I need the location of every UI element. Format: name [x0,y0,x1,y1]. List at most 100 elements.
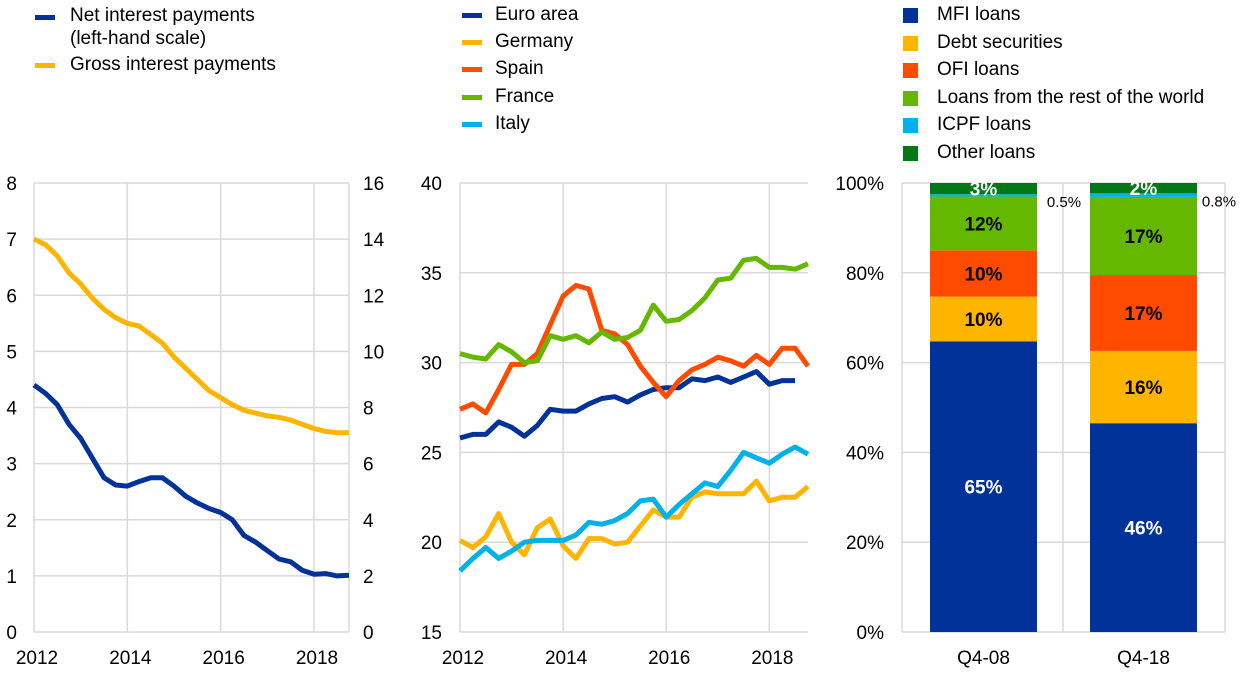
series-line-germany [458,478,810,561]
y-tick-label-left: 8 [6,174,17,195]
legend-item: Euro area [462,5,578,25]
y-tick-label-left: 1 [6,567,17,588]
legend-swatch [903,35,918,51]
x-tick-label: 2014 [109,648,152,669]
series-line-france [459,255,809,366]
legend-item-net-interest: Net interest payments (left-hand scale) [35,6,276,49]
legend-swatch [462,94,482,100]
legend-label: Italy [495,112,530,134]
legend-panel-1: Net interest payments (left-hand scale) … [35,6,276,75]
x-tick-label: 2012 [16,648,58,669]
legend-item: Other loans [903,143,1035,163]
legend-item: Germany [462,32,573,52]
y-tick-label: 20% [846,533,884,554]
bar-segment-mfi-loans [1090,423,1197,632]
series-line-euro-area [459,369,796,441]
bar-segment-icpf-loans [1090,193,1197,197]
bar-segment-ofi-loans [1090,275,1197,351]
legend-swatch [462,121,482,127]
y-tick-label: 100% [835,174,884,195]
y-tick-label: 40% [846,443,884,464]
x-category-label: Q4-08 [957,648,1010,669]
y-tick-label: 20 [421,533,442,554]
legend-item: Debt securities [903,31,1063,53]
legend-label: Germany [495,31,574,53]
bar-segment-mfi-loans [930,341,1037,632]
y-tick-label: 80% [846,264,884,285]
legend-label: Debt securities [937,31,1063,53]
data-label: 46% [1124,519,1162,540]
data-label: 65% [964,478,1002,499]
legend-item: Italy [462,112,530,134]
y-tick-label-right: 8 [363,399,374,420]
legend-label: Loans from the rest of the world [937,86,1205,108]
legend-label: France [495,85,555,107]
y-tick-label-left: 2 [6,511,17,532]
legend-swatch [462,13,482,18]
x-tick-label: 2018 [296,648,338,669]
y-tick-label-left: 5 [6,342,17,363]
x-tick-label: 2018 [751,648,793,669]
legend-swatch [903,8,918,23]
legend-swatch [903,63,918,79]
legend-item: Spain [462,59,544,79]
y-tick-label-right: 6 [363,455,374,476]
legend-item: France [462,85,555,107]
legend-label: OFI loans [937,59,1020,81]
data-label: 3% [970,180,998,201]
y-tick-label-right: 16 [363,174,384,195]
legend-label: MFI loans [937,4,1021,25]
y-tick-label: 35 [421,264,442,285]
y-tick-label-left: 7 [6,230,17,251]
legend-item: MFI loans [903,5,1020,25]
legend-swatch [903,146,918,161]
legend-item: OFI loans [903,60,1019,80]
data-label: 17% [1124,227,1162,248]
data-label: 2% [1130,179,1158,200]
bar-segment-other-loans [1090,183,1197,194]
legend-item-gross-interest: Gross interest payments [35,55,276,75]
series-line-italy [458,444,810,573]
bar-segment-debt-securities [930,296,1037,342]
y-tick-label-right: 4 [363,511,374,532]
y-tick-label: 25 [421,443,442,464]
y-tick-label-left: 0 [6,623,17,644]
y-tick-label-right: 12 [363,286,384,307]
y-tick-label: 60% [846,354,884,375]
data-label: 10% [964,264,1002,285]
legend-swatch [903,90,918,106]
legend-swatch [903,118,918,134]
legend-label: ICPF loans [937,114,1031,136]
y-tick-label-left: 4 [6,399,17,420]
x-tick-label: 2012 [442,648,484,669]
y-tick-label: 30 [421,354,442,375]
y-tick-label: 40 [421,174,442,195]
data-label: 12% [964,214,1002,235]
x-tick-label: 2016 [203,648,245,669]
y-tick-label-left: 6 [6,286,17,307]
legend-swatch [35,15,55,20]
legend-label: Gross interest payments [70,54,276,75]
legend-label: (left-hand scale) [70,28,207,49]
y-tick-label-right: 0 [363,623,374,644]
legend-swatch [462,67,482,73]
data-label: 17% [1124,304,1162,325]
bar-segment-other-loans [930,183,1037,195]
data-label: 0.5% [1047,194,1081,211]
data-label: 0.8% [1202,193,1236,210]
bar-segment-ofi-loans [930,250,1037,297]
x-category-label: Q4-18 [1117,648,1170,669]
series-line [32,382,350,579]
y-tick-label: 0% [857,623,885,644]
legend-label: Euro area [495,4,579,25]
y-tick-label-right: 14 [363,230,385,251]
bar-segment-icpf-loans [930,194,1037,197]
legend-label: Spain [495,58,544,80]
bar-segment-loans-from-the-rest-of-the-world [930,196,1037,251]
y-tick-label: 15 [421,623,442,644]
y-tick-label-left: 3 [6,455,17,476]
legend-item: Loans from the rest of the world [903,86,1205,108]
x-tick-label: 2014 [545,648,588,669]
bar-segment-debt-securities [1090,350,1197,424]
